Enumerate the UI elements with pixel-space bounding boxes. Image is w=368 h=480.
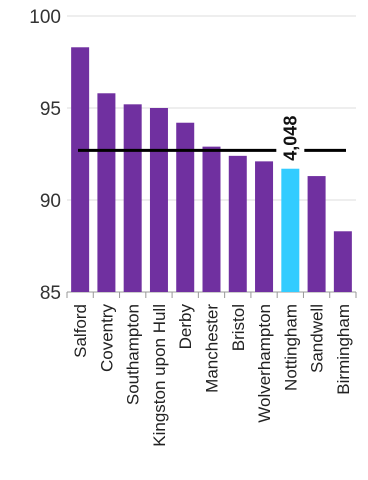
bar bbox=[123, 104, 142, 292]
x-category-label: Nottingham bbox=[281, 304, 300, 391]
x-category-label: Southampton bbox=[124, 304, 143, 405]
x-category-label: Derby bbox=[176, 304, 195, 350]
bar bbox=[149, 108, 168, 292]
x-category-label: Salford bbox=[71, 304, 90, 358]
x-category-label: Wolverhampton bbox=[255, 304, 274, 423]
x-category-label: Birmingham bbox=[334, 304, 353, 395]
bar bbox=[228, 155, 247, 292]
x-category-label: Bristol bbox=[229, 304, 248, 351]
y-tick-label: 100 bbox=[29, 7, 61, 28]
bar bbox=[333, 231, 352, 292]
x-category-label: Coventry bbox=[97, 304, 116, 373]
bars bbox=[71, 47, 352, 292]
x-category-label: Kingston upon Hull bbox=[150, 304, 169, 447]
y-tick-label: 85 bbox=[40, 283, 61, 304]
bar bbox=[71, 47, 90, 292]
x-category-label: Manchester bbox=[203, 304, 222, 393]
bar bbox=[255, 161, 274, 292]
x-axis-categories: Salford Coventry Southampton Kingston upon … bbox=[66, 292, 357, 447]
y-tick-label: 90 bbox=[40, 191, 61, 212]
data-labels: 4,048 bbox=[280, 116, 300, 161]
y-tick-label: 95 bbox=[40, 99, 61, 120]
bar-highlighted bbox=[281, 168, 300, 292]
y-axis-ticks: 85 90 95 100 bbox=[29, 7, 61, 304]
x-category-label: Sandwell bbox=[308, 304, 327, 373]
bar bbox=[176, 122, 195, 292]
bar bbox=[307, 176, 326, 292]
bar bbox=[97, 93, 116, 292]
highlight-value-label: 4,048 bbox=[280, 116, 300, 161]
bar bbox=[202, 146, 221, 292]
